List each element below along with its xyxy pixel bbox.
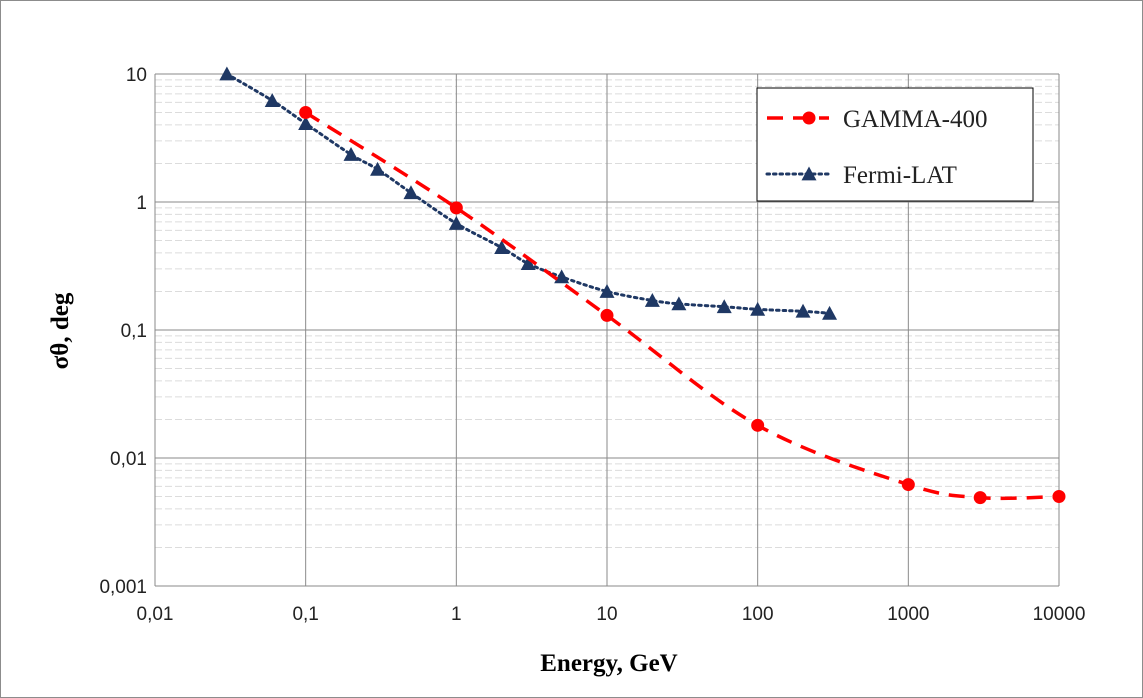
fermi-lat-point (494, 240, 510, 255)
gamma-400-point (901, 478, 915, 492)
gamma-400-point (299, 106, 313, 120)
fermi-lat-point (671, 296, 687, 311)
y-tick-label: 1 (136, 193, 147, 214)
fermi-lat-point (716, 299, 732, 314)
x-tick-label: 1000 (887, 604, 929, 625)
x-tick-label: 0,1 (292, 604, 318, 625)
y-tick-label: 0,1 (121, 321, 147, 342)
grid (155, 73, 1060, 586)
series-fermi-lat (219, 66, 838, 320)
y-tick-label: 0,01 (110, 449, 147, 470)
fermi-lat-point (554, 269, 570, 284)
fermi-lat-point (599, 283, 615, 298)
x-tick-label: 10000 (1033, 604, 1086, 625)
x-tick-label: 100 (742, 604, 774, 625)
axes: 0,001 0,01 0,1 1 10 0,01 0,1 1 10 100 1000 10000 (99, 65, 1085, 625)
legend-label-fermi-lat: Fermi-LAT (843, 162, 957, 189)
x-tick-label: 0,01 (137, 604, 174, 625)
fermi-lat-point (403, 185, 419, 200)
fermi-lat-point (264, 93, 280, 107)
series-gamma-400 (299, 106, 1066, 505)
legend-marker-fermi-lat (801, 166, 817, 181)
y-tick-label: 10 (126, 65, 147, 86)
gamma-400-point (1052, 490, 1066, 504)
gamma-400-point (600, 308, 614, 322)
gamma-400-line (304, 111, 1060, 501)
y-tick-label: 0,001 (99, 577, 147, 598)
fermi-lat-point (298, 116, 314, 130)
fermi-lat-point (795, 303, 811, 318)
series-layer (219, 66, 1066, 505)
fermi-lat-point (370, 161, 386, 176)
x-tick-label: 1 (451, 604, 462, 625)
fermi-lat-point (448, 215, 464, 230)
gamma-400-point (449, 201, 463, 215)
gamma-400-point (973, 491, 987, 505)
fermi-lat-point (822, 305, 838, 320)
legend-label-gamma-400: GAMMA-400 (843, 106, 987, 133)
fermi-lat-line (225, 72, 832, 315)
gamma-400-point (751, 418, 765, 432)
fermi-lat-point (343, 147, 359, 161)
fermi-lat-point (750, 301, 766, 316)
x-tick-label: 10 (596, 604, 617, 625)
legend-marker-gamma-400 (802, 111, 816, 125)
fermi-lat-point (520, 256, 536, 271)
y-axis-title: σθ, deg (47, 292, 74, 369)
x-axis-title: Energy, GeV (540, 650, 678, 677)
fermi-lat-point (644, 293, 660, 307)
legend-box (756, 87, 1034, 202)
legend: GAMMA-400 Fermi-LAT (756, 87, 1034, 202)
fermi-lat-point (219, 66, 235, 81)
